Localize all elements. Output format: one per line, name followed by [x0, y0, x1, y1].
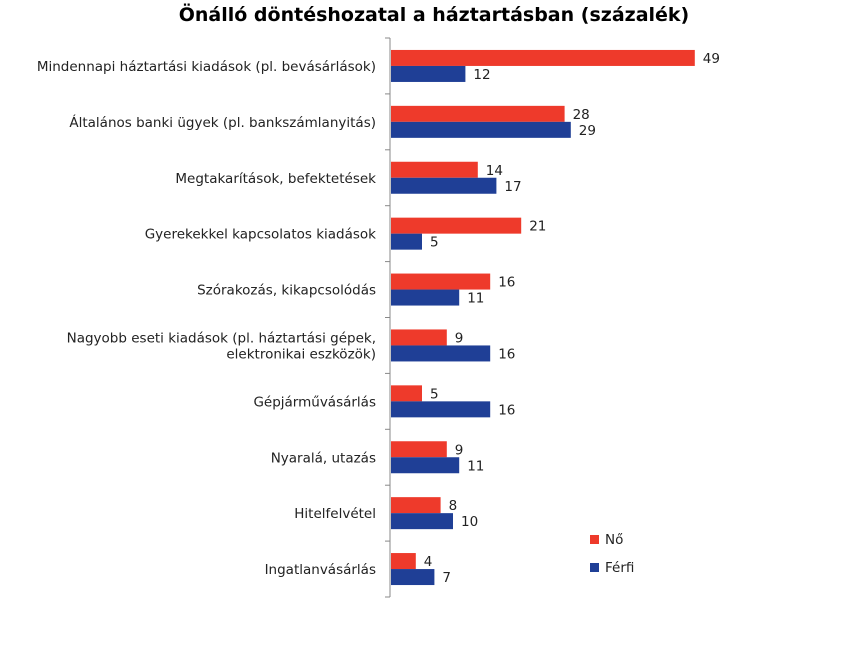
bar-ferfi [391, 289, 460, 306]
bar-ferfi [391, 65, 466, 82]
data-label: 21 [529, 219, 546, 235]
legend-label-ferfi: Férfi [605, 560, 634, 576]
data-label: 11 [467, 458, 484, 474]
bar-ferfi [391, 569, 435, 586]
bar-no [391, 329, 447, 346]
legend-label-no: Nő [605, 532, 623, 548]
bar-no [391, 273, 491, 290]
data-label: 29 [579, 123, 596, 139]
bar-ferfi [391, 345, 491, 362]
category-label: Szórakozás, kikapcsolódás [197, 283, 376, 299]
bar-ferfi [391, 457, 460, 474]
data-label: 9 [455, 442, 464, 458]
category-label: Gyerekekkel kapcsolatos kiadások [145, 227, 376, 243]
bar-no [391, 385, 422, 402]
data-label: 5 [430, 235, 439, 251]
bar-no [391, 161, 478, 178]
category-label: Ingatlanvásárlás [265, 562, 376, 578]
data-label: 16 [498, 402, 515, 418]
legend-swatch-ferfi [590, 563, 599, 572]
bar-ferfi [391, 121, 571, 138]
legend-swatch-no [590, 535, 599, 544]
category-label: Általános banki ügyek (pl. bankszámlanyi… [69, 114, 376, 131]
data-label: 12 [473, 67, 490, 83]
bar-ferfi [391, 177, 497, 194]
category-label: Mindennapi háztartási kiadások (pl. bevá… [37, 59, 376, 75]
chart-title: Önálló döntéshozatal a háztartásban (szá… [178, 4, 690, 26]
data-label: 17 [504, 179, 521, 195]
data-label: 4 [424, 554, 433, 570]
bar-no [391, 441, 447, 458]
bar-ferfi [391, 233, 422, 250]
data-label: 28 [573, 107, 590, 123]
data-label: 9 [455, 330, 464, 346]
data-label: 14 [486, 163, 503, 179]
bar-no [391, 497, 441, 514]
bar-no [391, 49, 695, 66]
bar-no [391, 105, 565, 122]
category-label: Megtakarítások, befektetések [175, 171, 376, 187]
bar-ferfi [391, 513, 453, 530]
data-label: 7 [442, 570, 451, 586]
bar-ferfi [391, 401, 491, 418]
category-label: elektronikai eszközök) [226, 346, 376, 362]
category-label: Nyaralá, utazás [271, 450, 376, 466]
data-label: 5 [430, 386, 439, 402]
bar-no [391, 217, 522, 234]
data-label: 16 [498, 275, 515, 291]
category-label: Gépjárművásárlás [253, 394, 376, 410]
category-label: Nagyobb eseti kiadások (pl. háztartási g… [67, 330, 376, 346]
data-label: 10 [461, 514, 478, 530]
bar-no [391, 553, 416, 570]
data-label: 16 [498, 346, 515, 362]
data-label: 8 [449, 498, 458, 514]
data-label: 49 [703, 51, 720, 67]
category-label: Hitelfelvétel [294, 506, 376, 522]
data-label: 11 [467, 291, 484, 307]
